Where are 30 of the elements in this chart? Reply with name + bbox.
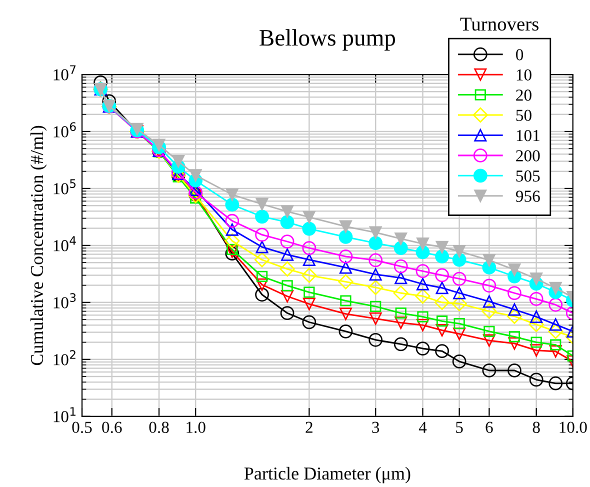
x-tick-label: 2 xyxy=(306,422,312,433)
legend-label: 505 xyxy=(516,170,540,182)
y-tick-label: 10$^{4}$ xyxy=(54,236,76,252)
x-axis-title: Particle Diameter (μm) xyxy=(244,466,410,484)
x-tick-label: 1.0 xyxy=(186,422,206,434)
legend-label: 50 xyxy=(516,110,532,122)
legend-label: 10 xyxy=(516,69,532,81)
x-tick-label: 8 xyxy=(532,422,540,433)
x-tick-label: 0.6 xyxy=(102,422,122,434)
legend-label: 200 xyxy=(516,150,540,162)
y-tick-label: 10$^{3}$ xyxy=(54,293,76,308)
legend-label: 101 xyxy=(516,130,540,142)
y-axis-title: Cumulative Concentration (#/ml) xyxy=(30,126,47,366)
x-tick-label: 0.8 xyxy=(149,422,169,434)
legend-label: 0 xyxy=(516,49,524,60)
y-tick-label: 10$^{5}$ xyxy=(54,179,76,194)
legend-title: Turnovers xyxy=(460,18,538,31)
x-tick-label: 3 xyxy=(372,422,380,433)
x-tick-label: 5 xyxy=(456,422,463,433)
y-tick-label: 10$^{1}$ xyxy=(54,407,76,422)
x-tick-label: 6 xyxy=(486,422,493,433)
chart-title: Bellows pump xyxy=(260,29,396,51)
x-tick-label: 10.0 xyxy=(560,422,587,434)
x-tick-label: 4 xyxy=(418,422,427,433)
legend-label: 956 xyxy=(516,190,540,202)
y-tick-label: 10$^{2}$ xyxy=(54,350,76,366)
y-tick-label: 10$^{6}$ xyxy=(54,122,76,138)
y-tick-label: 10$^{7}$ xyxy=(54,65,76,80)
legend-label: 20 xyxy=(516,90,532,101)
x-tick-label: 0.5 xyxy=(72,422,92,434)
